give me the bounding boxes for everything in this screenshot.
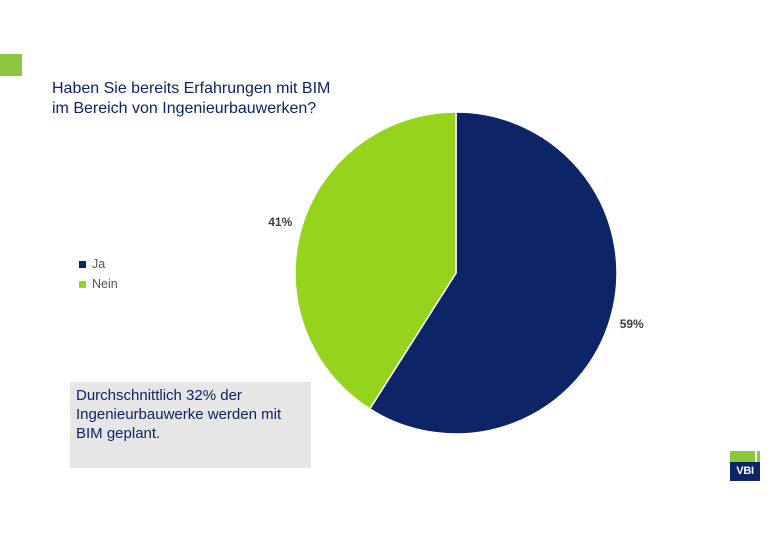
note-box: Durchschnittlich 32% der Ingenieurbauwer… [70,382,311,468]
accent-square [0,54,22,76]
legend-item-nein: Nein [79,274,118,294]
legend-label-ja: Ja [92,257,106,271]
chart-title-line1: Haben Sie bereits Erfahrungen mit BIM [52,80,331,97]
legend-item-ja: Ja [79,254,118,274]
legend-label-nein: Nein [92,277,118,291]
data-label-ja: 59% [620,317,644,331]
note-text: Durchschnittlich 32% der Ingenieurbauwer… [76,387,282,442]
pie-slice-ja [368,111,618,435]
chart-legend: Ja Nein [79,254,118,294]
vbi-logo-text: VBI [730,462,760,481]
chart-title-line2: im Bereich von Ingenieurbauwerken? [52,100,317,117]
vbi-logo-top [730,451,760,462]
legend-swatch-nein [79,280,86,288]
data-label-nein: 41% [268,215,292,229]
chart-title: Haben Sie bereits Erfahrungen mit BIM im… [52,79,382,119]
pie-slice-nein [294,111,457,410]
vbi-logo-notch [755,451,757,462]
vbi-logo: VBI [730,451,760,481]
legend-swatch-ja [79,260,86,268]
